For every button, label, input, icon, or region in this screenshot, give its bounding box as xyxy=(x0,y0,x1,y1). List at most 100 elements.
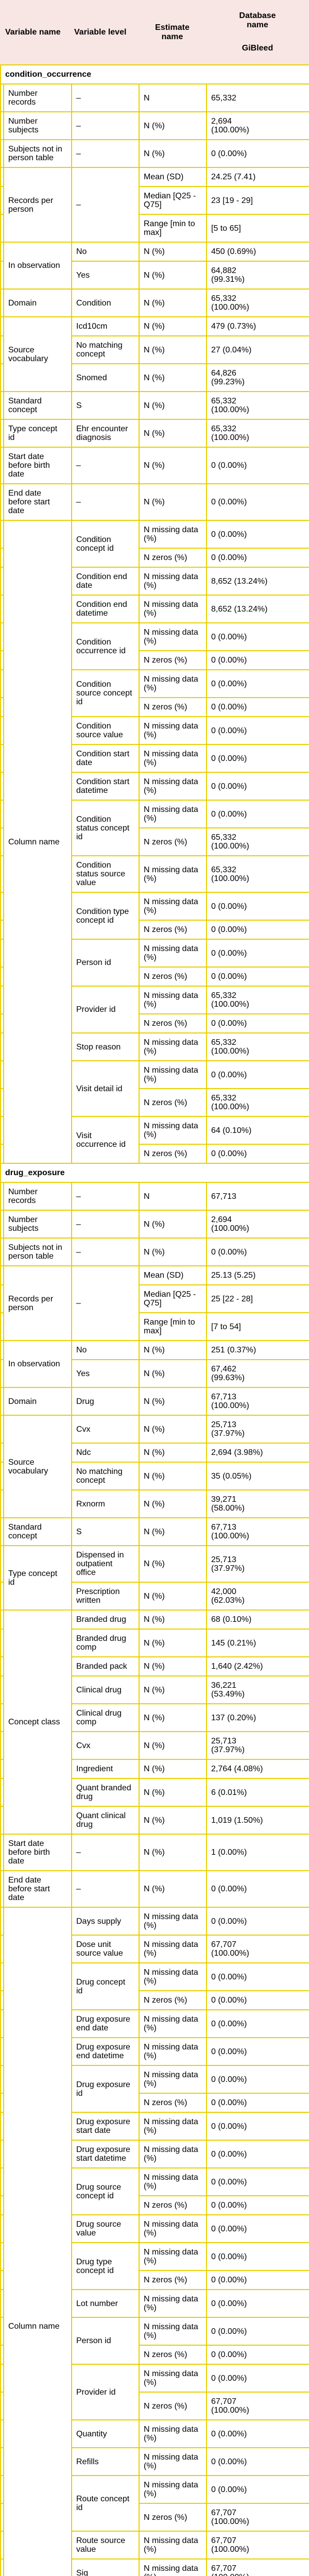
variable-level-cell: No xyxy=(71,1340,140,1360)
estimate-name-cell: Median [Q25 - Q75] xyxy=(139,186,207,215)
estimate-name-cell: N zeros (%) xyxy=(139,2392,207,2420)
row-stub-cell xyxy=(0,1359,4,1388)
variable-name-cell: Concept class xyxy=(3,1609,72,1835)
estimate-value-cell: 0 (0.00%) xyxy=(206,2289,309,2318)
row-stub-cell xyxy=(0,2289,4,2318)
table-row: Condition end datetime N missing data (%)… xyxy=(0,595,309,623)
table-row: Drug exposure end date N missing data (%)… xyxy=(0,2009,309,2038)
estimate-name-cell: N zeros (%) xyxy=(139,2270,207,2290)
table-row: Domain Condition N (%) 65,332 (100.00%) xyxy=(0,289,309,317)
estimate-value-cell: 65,332 (100.00%) xyxy=(206,289,309,317)
variable-level-cell: Stop reason xyxy=(71,1032,140,1061)
variable-level-cell: – xyxy=(71,1238,140,1266)
estimate-name-cell: N zeros (%) xyxy=(139,1990,207,2010)
row-stub-cell xyxy=(0,595,4,623)
variable-level-cell: Refills xyxy=(71,2447,140,2476)
row-stub-cell xyxy=(0,1415,4,1444)
row-stub-cell xyxy=(0,261,4,290)
estimate-value-cell: 0 (0.00%) xyxy=(206,1962,309,1991)
estimate-value-cell: 0 (0.00%) xyxy=(206,520,309,549)
estimate-name-cell: N zeros (%) xyxy=(139,1013,207,1033)
estimate-value-cell: 0 (0.00%) xyxy=(206,2364,309,2393)
variable-level-cell: Clinical drug comp xyxy=(71,1703,140,1732)
estimate-value-cell: 0 (0.00%) xyxy=(206,548,309,568)
estimate-value-cell: 0 (0.00%) xyxy=(206,2345,309,2365)
row-stub-cell xyxy=(0,316,4,336)
table-row: Drug exposure end datetime N missing data… xyxy=(0,2037,309,2066)
row-stub-cell xyxy=(0,697,4,717)
estimate-value-cell: 0 (0.00%) xyxy=(206,2037,309,2066)
estimate-name-cell: N (%) xyxy=(139,1387,207,1416)
row-stub-cell xyxy=(0,2093,4,2113)
col-header-estimate-name: Estimate name xyxy=(155,23,190,41)
estimate-value-cell: 0 (0.00%) xyxy=(206,2475,309,2504)
table-row: Standard concept S N (%) 67,713 (100.00%) xyxy=(0,1517,309,1546)
estimate-name-cell: N missing data (%) xyxy=(139,2037,207,2066)
table-row: Yes N (%) 64,882 (99.31%) xyxy=(0,261,309,290)
estimate-value-cell: 65,332 xyxy=(206,83,309,112)
estimate-name-cell: N (%) xyxy=(139,261,207,290)
row-stub-cell xyxy=(0,2364,4,2393)
estimate-name-cell: N (%) xyxy=(139,289,207,317)
estimate-name-cell: N (%) xyxy=(139,335,207,364)
estimate-name-cell: N missing data (%) xyxy=(139,1907,207,1936)
table-row: Clinical drug comp N (%) 137 (0.20%) xyxy=(0,1703,309,1732)
table-row: N zeros (%) 0 (0.00%) xyxy=(0,1990,309,2010)
table-row: Range [min to max] [7 to 54] xyxy=(0,1312,309,1341)
estimate-name-cell: N (%) xyxy=(139,1340,207,1360)
estimate-value-cell: 1,640 (2.42%) xyxy=(206,1656,309,1676)
table-row: Records per person – Mean (SD) 25.13 (5.25) xyxy=(0,1265,309,1341)
variable-level-cell: Drug xyxy=(71,1387,140,1416)
summary-table: condition_occurrence Number records – N 65,3… xyxy=(0,64,309,2576)
estimate-name-cell: N (%) xyxy=(139,447,207,484)
estimate-value-cell: 0 (0.00%) xyxy=(206,967,309,987)
estimate-value-cell: 2,764 (4.08%) xyxy=(206,1759,309,1779)
estimate-name-cell: N zeros (%) xyxy=(139,2093,207,2113)
variable-level-cell: – xyxy=(71,139,140,168)
estimate-value-cell: 0 (0.00%) xyxy=(206,1060,309,1089)
variable-name-cell: End date before start date xyxy=(3,1870,72,1908)
variable-level-cell: Drug exposure end datetime xyxy=(71,2037,140,2066)
estimate-name-cell: N missing data (%) xyxy=(139,567,207,596)
estimate-name-cell: N missing data (%) xyxy=(139,2317,207,2346)
variable-name-cell: Domain xyxy=(3,1387,72,1416)
row-stub-cell xyxy=(0,2214,4,2243)
estimate-name-cell: N (%) xyxy=(139,111,207,140)
estimate-name-cell: N zeros (%) xyxy=(139,920,207,940)
estimate-value-cell: 0 (0.00%) xyxy=(206,920,309,940)
table-row: N zeros (%) 0 (0.00%) xyxy=(0,2270,309,2290)
estimate-value-cell: 450 (0.69%) xyxy=(206,242,309,262)
estimate-value-cell: 0 (0.00%) xyxy=(206,800,309,828)
estimate-value-cell: 0 (0.00%) xyxy=(206,2093,309,2113)
variable-name-cell: Start date before birth date xyxy=(3,447,72,484)
estimate-value-cell: 65,332 (100.00%) xyxy=(206,855,309,893)
estimate-value-cell: 0 (0.00%) xyxy=(206,2009,309,2038)
estimate-value-cell: 0 (0.00%) xyxy=(206,2195,309,2215)
variable-level-cell: Drug exposure id xyxy=(71,2065,140,2113)
table-row: Column name Days supply N missing data (%)… xyxy=(0,1907,309,2576)
estimate-name-cell: N (%) xyxy=(139,1359,207,1388)
row-stub-cell xyxy=(0,772,4,801)
row-stub-cell xyxy=(0,939,4,968)
row-stub-cell xyxy=(0,2475,4,2504)
row-stub-cell xyxy=(0,1387,4,1416)
table-row: N zeros (%) 0 (0.00%) xyxy=(0,2195,309,2215)
estimate-name-cell: N xyxy=(139,83,207,112)
variable-level-cell: – xyxy=(71,111,140,140)
variable-level-cell: – xyxy=(71,1182,140,1211)
row-stub-cell xyxy=(0,892,4,921)
table-row: Median [Q25 - Q75] 25 [22 - 28] xyxy=(0,1284,309,1313)
col-header-variable-name: Variable name xyxy=(5,27,61,37)
estimate-value-cell: 25.13 (5.25) xyxy=(206,1265,309,1285)
estimate-name-cell: N (%) xyxy=(139,419,207,448)
variable-level-cell: Lot number xyxy=(71,2289,140,2318)
estimate-value-cell: 0 (0.00%) xyxy=(206,892,309,921)
table-row: Drug exposure id N missing data (%) 0 (0.0… xyxy=(0,2065,309,2113)
row-stub-cell xyxy=(0,1013,4,1033)
estimate-value-cell: 0 (0.00%) xyxy=(206,697,309,717)
estimate-value-cell: 8,652 (13.24%) xyxy=(206,567,309,596)
row-stub-cell xyxy=(0,1935,4,1963)
row-stub-cell xyxy=(0,1462,4,1490)
estimate-value-cell: 0 (0.00%) xyxy=(206,1907,309,1936)
